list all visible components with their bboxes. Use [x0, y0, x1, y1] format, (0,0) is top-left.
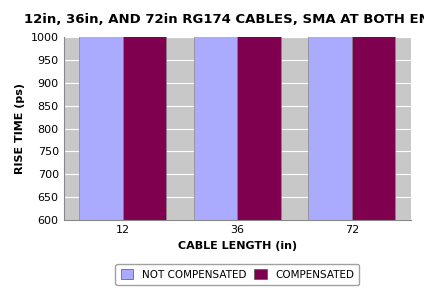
Bar — [194, 0, 237, 220]
Bar — [237, 0, 281, 220]
Title: 12in, 36in, AND 72in RG174 CABLES, SMA AT BOTH ENDS: 12in, 36in, AND 72in RG174 CABLES, SMA A… — [24, 13, 424, 26]
Y-axis label: RISE TIME (ps): RISE TIME (ps) — [15, 83, 25, 174]
Bar — [308, 0, 352, 220]
Bar — [352, 0, 396, 220]
X-axis label: CABLE LENGTH (in): CABLE LENGTH (in) — [178, 241, 297, 251]
Legend: NOT COMPENSATED, COMPENSATED: NOT COMPENSATED, COMPENSATED — [115, 264, 360, 285]
Bar — [79, 0, 123, 220]
Bar — [123, 0, 167, 220]
